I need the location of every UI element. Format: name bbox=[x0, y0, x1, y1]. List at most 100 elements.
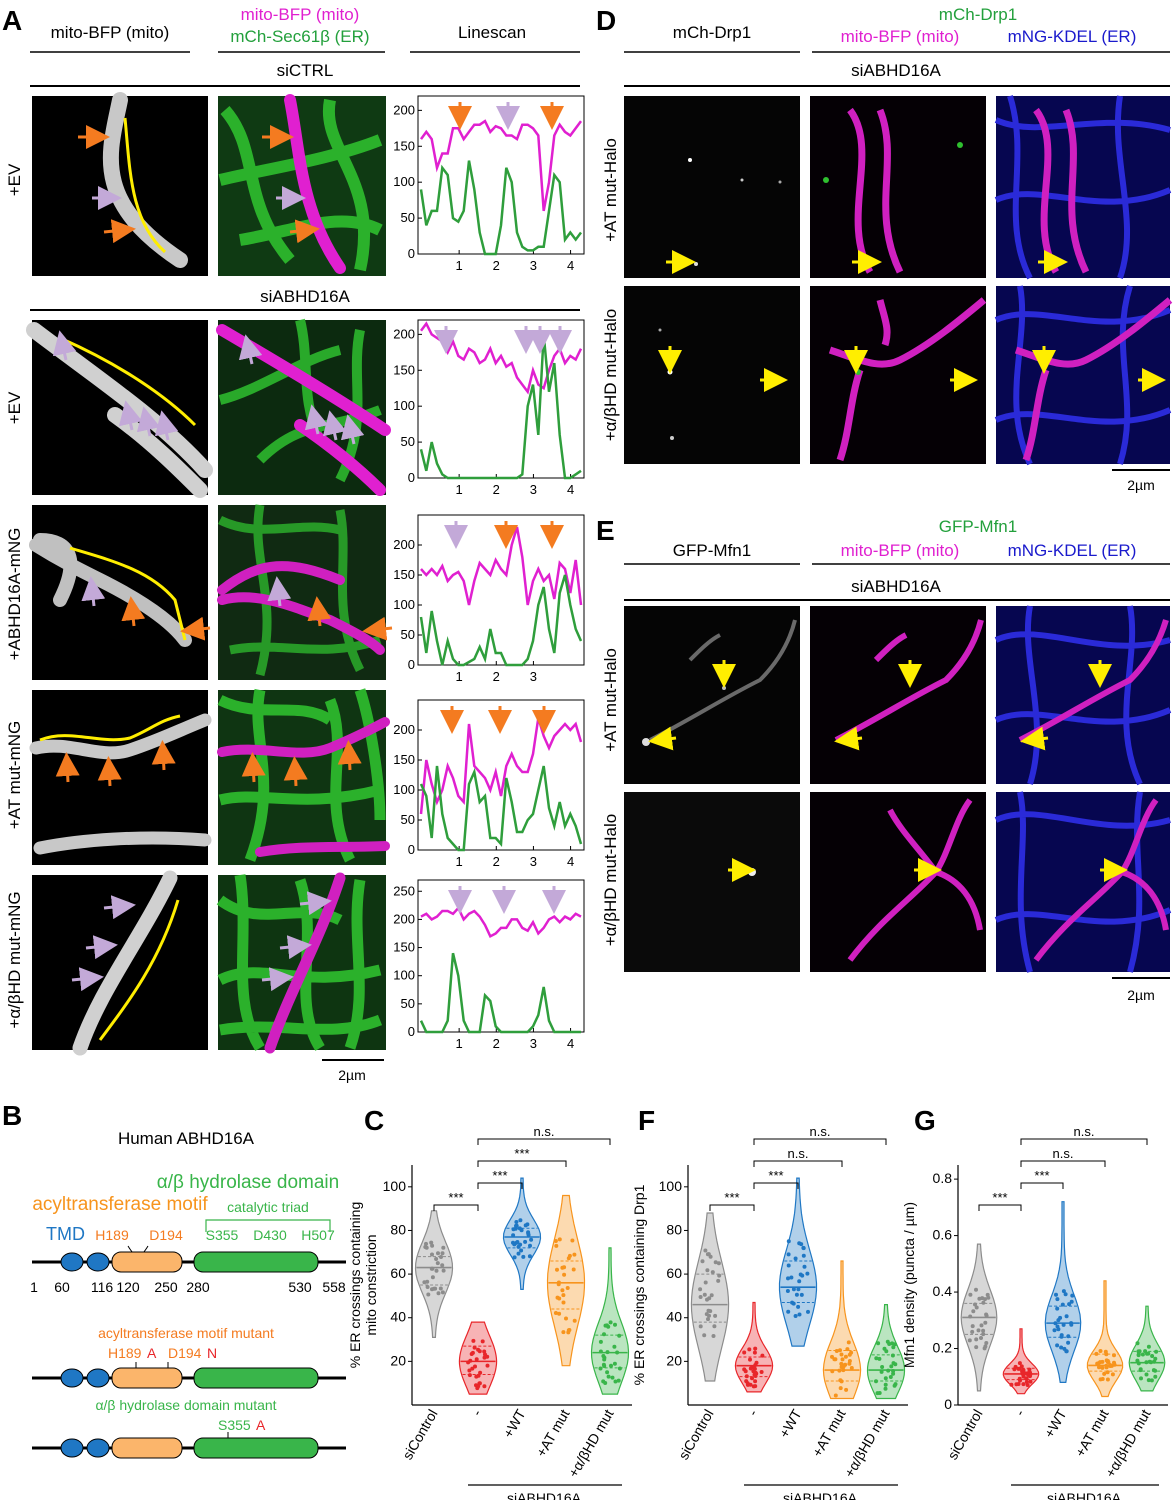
violin-point bbox=[984, 1341, 989, 1345]
violin-point bbox=[847, 1352, 852, 1357]
linescan-xtick: 2 bbox=[493, 854, 500, 869]
violin-point bbox=[1066, 1340, 1071, 1345]
violin-point bbox=[439, 1255, 443, 1259]
violin-point bbox=[753, 1346, 758, 1351]
panel-d-group: siABHD16A bbox=[851, 61, 941, 80]
violin-point bbox=[974, 1337, 979, 1342]
violin-ytick: 40 bbox=[666, 1309, 682, 1325]
violin-point bbox=[752, 1366, 757, 1371]
sig-bracket bbox=[753, 1138, 887, 1145]
violin-point bbox=[886, 1368, 891, 1373]
violin-point bbox=[557, 1237, 562, 1242]
panel-b-hd-label: α/β hydrolase domain bbox=[157, 1172, 339, 1193]
panel-e-scalebar-label: 2µm bbox=[1127, 987, 1155, 1003]
violin-point bbox=[1056, 1327, 1061, 1332]
violin-point bbox=[799, 1292, 804, 1297]
violin-point bbox=[472, 1345, 477, 1350]
linescan-plot: 50 100 150 200 0 1 2 3 4 bbox=[393, 699, 585, 869]
violin-point bbox=[425, 1285, 430, 1289]
violin-point bbox=[1028, 1379, 1033, 1384]
violin-point bbox=[1135, 1341, 1140, 1346]
violin-point bbox=[840, 1357, 845, 1362]
violin-point bbox=[440, 1263, 445, 1268]
violin-point bbox=[796, 1287, 801, 1292]
violin-point bbox=[606, 1374, 611, 1379]
panel-a-row-label: +α/βHD mut-mNG bbox=[5, 891, 24, 1028]
linescan-xtick: 3 bbox=[530, 482, 537, 497]
violin-point bbox=[753, 1379, 758, 1384]
panel-d-col2-header-er: mNG-KDEL (ER) bbox=[1008, 27, 1137, 46]
panel-e-group: siABHD16A bbox=[851, 577, 941, 596]
violin-point bbox=[983, 1320, 988, 1325]
panel-a-row-label: +ABHD16A-mNG bbox=[5, 528, 24, 661]
violin-point bbox=[1069, 1322, 1074, 1327]
violin-point bbox=[1027, 1367, 1032, 1372]
linescan-ytick: 100 bbox=[393, 398, 415, 413]
violin-point bbox=[1017, 1361, 1022, 1366]
violin-point bbox=[703, 1248, 708, 1253]
linescan-ytick: 50 bbox=[401, 812, 415, 827]
violin-point bbox=[891, 1371, 896, 1376]
violin-point bbox=[516, 1251, 521, 1256]
sig-bracket bbox=[753, 1160, 843, 1167]
violin-point bbox=[793, 1256, 798, 1261]
violin-point bbox=[974, 1287, 978, 1292]
panel-b-tmd-label: TMD bbox=[46, 1224, 85, 1244]
micrograph-drp1-mito-merge bbox=[810, 96, 986, 278]
violin-point bbox=[1069, 1299, 1074, 1304]
violin-body bbox=[778, 1177, 818, 1347]
violin-point bbox=[612, 1361, 617, 1366]
violin-body bbox=[1002, 1328, 1040, 1395]
violin-point bbox=[435, 1261, 440, 1266]
sig-label: *** bbox=[724, 1190, 739, 1205]
linescan-xtick: 1 bbox=[456, 669, 463, 684]
violin-point bbox=[706, 1317, 710, 1322]
violin-point bbox=[974, 1305, 979, 1310]
violin-point bbox=[562, 1265, 567, 1270]
linescan-xtick: 3 bbox=[530, 1036, 537, 1051]
linescan-xtick: 2 bbox=[493, 258, 500, 273]
violin-ytick: 100 bbox=[383, 1178, 407, 1194]
panel-a-scalebar-label: 2µm bbox=[338, 1067, 366, 1083]
violin-point bbox=[801, 1253, 806, 1258]
violin-point bbox=[1055, 1343, 1060, 1348]
violin-ylabel: % ER crossings containing Drp1 bbox=[631, 1184, 647, 1385]
violin-point bbox=[874, 1356, 879, 1361]
violin-point bbox=[1060, 1302, 1065, 1307]
violin-point bbox=[523, 1239, 528, 1244]
panel-b-pos: 250 bbox=[154, 1279, 178, 1295]
violin-point bbox=[983, 1344, 988, 1349]
linescan-ytick: 200 bbox=[393, 722, 415, 737]
violin-point bbox=[705, 1297, 709, 1302]
linescan-xtick: 1 bbox=[456, 482, 463, 497]
violin-point bbox=[555, 1267, 559, 1272]
violin-point bbox=[1112, 1353, 1116, 1358]
panel-c-violin-chart: 20 40 60 80 100 % ER crossings containing mito… bbox=[347, 1124, 632, 1500]
panel-d-col2-header-drp1: mCh-Drp1 bbox=[939, 5, 1017, 24]
violin-point bbox=[716, 1278, 721, 1283]
violin-point bbox=[844, 1387, 849, 1392]
panel-b-at-mut-d: D194 bbox=[168, 1345, 202, 1361]
violin-point bbox=[1136, 1352, 1141, 1357]
violin-point bbox=[572, 1252, 577, 1257]
violin-point bbox=[1070, 1293, 1075, 1298]
violin-point bbox=[974, 1345, 979, 1350]
violin-point bbox=[1105, 1377, 1110, 1382]
violin-point bbox=[430, 1266, 435, 1271]
linescan-ytick: 200 bbox=[393, 537, 415, 552]
linescan-plot: 50 100 150 200 0 1 2 3 4 bbox=[393, 319, 585, 497]
violin-point bbox=[789, 1275, 794, 1280]
violin-point bbox=[527, 1254, 532, 1259]
violin-point bbox=[875, 1391, 880, 1396]
violin-point bbox=[893, 1342, 897, 1347]
violin-point bbox=[1150, 1354, 1155, 1358]
violin-point bbox=[786, 1263, 791, 1268]
violin-point bbox=[566, 1256, 571, 1261]
panel-e-col2-header-er: mNG-KDEL (ER) bbox=[1008, 541, 1137, 560]
violin-point bbox=[830, 1369, 835, 1374]
panel-d-row-label: +AT mut-Halo bbox=[601, 138, 620, 242]
violin-point bbox=[703, 1280, 708, 1285]
violin-ytick: 0 bbox=[944, 1396, 952, 1412]
violin-group-label: siABHD16A bbox=[783, 1490, 858, 1500]
violin-point bbox=[830, 1354, 834, 1359]
